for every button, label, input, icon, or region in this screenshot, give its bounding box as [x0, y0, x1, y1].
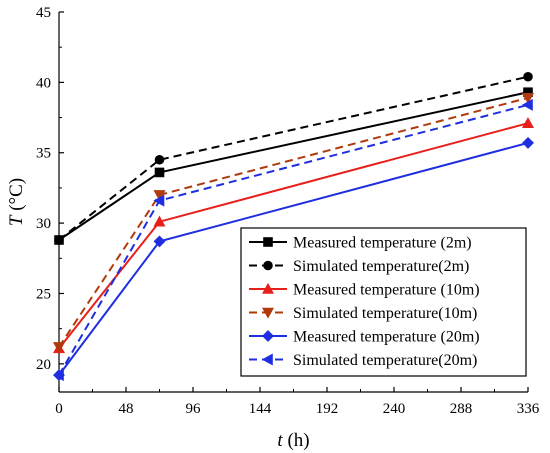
- legend-item: Measured temperature (2m): [249, 235, 472, 252]
- legend-label: Simulated temperature(20m): [293, 352, 477, 369]
- legend-label: Simulated temperature(10m): [293, 305, 477, 322]
- data-point-marker: [521, 93, 535, 104]
- series-layer: [52, 71, 535, 382]
- x-tick-label: 0: [55, 401, 63, 417]
- x-tick-label: 96: [186, 401, 202, 417]
- data-point-marker: [153, 235, 166, 248]
- y-axis-unit: (°C): [6, 178, 27, 216]
- data-point-marker: [261, 353, 273, 366]
- x-axis-title: t (h): [277, 430, 309, 451]
- legend-item: Simulated temperature(10m): [249, 305, 477, 322]
- data-point-marker: [263, 260, 273, 271]
- data-point-marker: [521, 117, 535, 128]
- x-axis-unit: (h): [283, 430, 310, 451]
- y-tick-label: 35: [36, 146, 51, 162]
- y-tick-label: 30: [36, 216, 51, 232]
- series-line: [58, 75, 529, 241]
- y-axis-ticks: 20 25 30 35 40 45: [36, 5, 64, 373]
- data-point-marker: [261, 282, 275, 294]
- data-point-marker: [154, 154, 165, 165]
- y-tick-label: 40: [36, 75, 51, 91]
- legend-label: Measured temperature (10m): [293, 282, 480, 299]
- data-point-marker: [521, 98, 533, 111]
- y-axis-var: T: [6, 214, 27, 226]
- data-point-marker: [52, 369, 64, 382]
- x-tick-label: 288: [450, 401, 473, 417]
- data-point-marker: [523, 71, 533, 82]
- x-tick-label: 192: [316, 401, 339, 417]
- legend-label: Measured temperature (2m): [293, 235, 472, 252]
- data-point-marker: [154, 167, 165, 178]
- x-tick-label: 336: [517, 401, 540, 417]
- legend-box: [240, 227, 527, 377]
- legend-label: Simulated temperature(2m): [293, 258, 469, 275]
- series-4: [52, 93, 535, 354]
- data-point-marker: [262, 330, 274, 342]
- x-tick-label: 48: [119, 401, 134, 417]
- y-axis-title: T (°C): [6, 178, 27, 226]
- y-tick-label: 25: [36, 286, 51, 302]
- data-point-marker: [153, 215, 166, 227]
- x-tick-label: 240: [383, 401, 406, 417]
- data-point-marker: [261, 307, 275, 319]
- legend-label: Measured temperature (20m): [293, 329, 480, 346]
- series-2: [54, 71, 533, 245]
- legend-item: Simulated temperature(20m): [249, 352, 477, 369]
- legend-item: Measured temperature (10m): [249, 282, 480, 299]
- data-point-marker: [52, 342, 66, 354]
- y-tick-label: 20: [36, 357, 51, 373]
- legend-item: Simulated temperature(2m): [249, 258, 469, 275]
- data-point-marker: [263, 237, 273, 247]
- x-axis-var: t: [277, 430, 283, 451]
- y-tick-label: 45: [36, 5, 51, 21]
- data-point-marker: [153, 190, 166, 202]
- data-point-marker: [153, 194, 165, 207]
- x-tick-label: 144: [249, 401, 272, 417]
- data-point-marker: [54, 235, 64, 245]
- x-axis-ticks: 0 48 96 144 192 240 288 336: [55, 387, 540, 417]
- legend: Measured temperature (2m) Simulated tempe…: [240, 227, 527, 377]
- legend-item: Measured temperature (20m): [249, 329, 480, 346]
- data-point-marker: [522, 136, 534, 149]
- series-6: [52, 98, 533, 382]
